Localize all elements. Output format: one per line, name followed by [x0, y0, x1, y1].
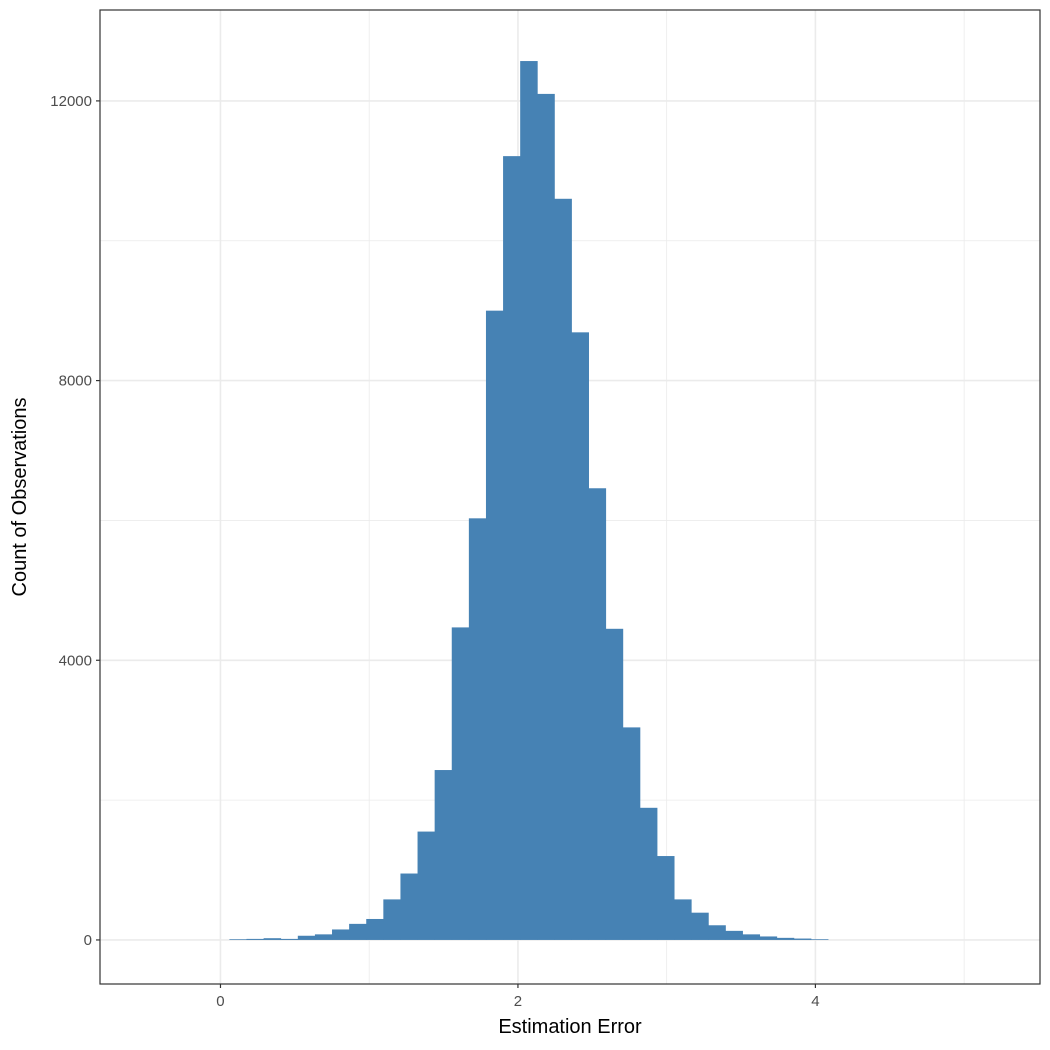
- histogram-bars: [229, 61, 829, 940]
- histogram-bar: [674, 899, 692, 940]
- histogram-bar: [280, 938, 299, 940]
- histogram-bar: [434, 770, 453, 940]
- histogram-bar: [417, 831, 436, 940]
- histogram-bar: [297, 935, 316, 940]
- histogram-bar: [657, 856, 675, 940]
- histogram-bar: [708, 925, 726, 940]
- histogram-bar: [776, 937, 795, 940]
- histogram-bar: [793, 938, 812, 940]
- y-tick-label: 8000: [59, 373, 92, 390]
- histogram-bar: [759, 936, 778, 940]
- y-tick-label: 12000: [50, 93, 92, 110]
- histogram-bar: [571, 332, 589, 940]
- histogram-bar: [503, 156, 521, 940]
- histogram-bar: [263, 938, 282, 940]
- histogram-bar: [810, 939, 829, 940]
- histogram-bar: [742, 934, 761, 940]
- histogram-bar: [725, 930, 743, 940]
- histogram-bar: [349, 923, 367, 940]
- axis-ticks: 0 2 4 0 4000 8000 12000: [50, 93, 819, 1010]
- x-tick-label: 2: [514, 993, 522, 1010]
- histogram-bar: [691, 912, 709, 940]
- histogram-bar: [537, 93, 555, 940]
- y-axis-title: Count of Observations: [9, 398, 31, 597]
- y-tick-label: 0: [84, 932, 92, 949]
- histogram-bar: [468, 518, 487, 940]
- histogram-bar: [366, 918, 384, 940]
- histogram-bar: [639, 807, 658, 940]
- histogram-bar: [605, 628, 624, 940]
- y-tick-label: 4000: [59, 652, 92, 669]
- x-tick-label: 4: [811, 993, 819, 1010]
- panel-border: [99, 9, 1041, 985]
- x-tick-label: 0: [216, 993, 224, 1010]
- histogram-bar: [554, 198, 572, 940]
- x-axis-title: Estimation Error: [498, 1016, 642, 1038]
- histogram-bar: [229, 939, 247, 940]
- histogram-bar: [246, 938, 265, 940]
- histogram-bar: [622, 727, 641, 940]
- histogram-bar: [485, 310, 504, 940]
- histogram-bar: [332, 929, 350, 940]
- histogram-bar: [383, 899, 401, 940]
- histogram-bar: [588, 488, 607, 940]
- histogram-bar: [314, 934, 333, 940]
- histogram-bar: [400, 873, 418, 940]
- histogram-bar: [520, 61, 538, 940]
- histogram-bar: [451, 627, 470, 940]
